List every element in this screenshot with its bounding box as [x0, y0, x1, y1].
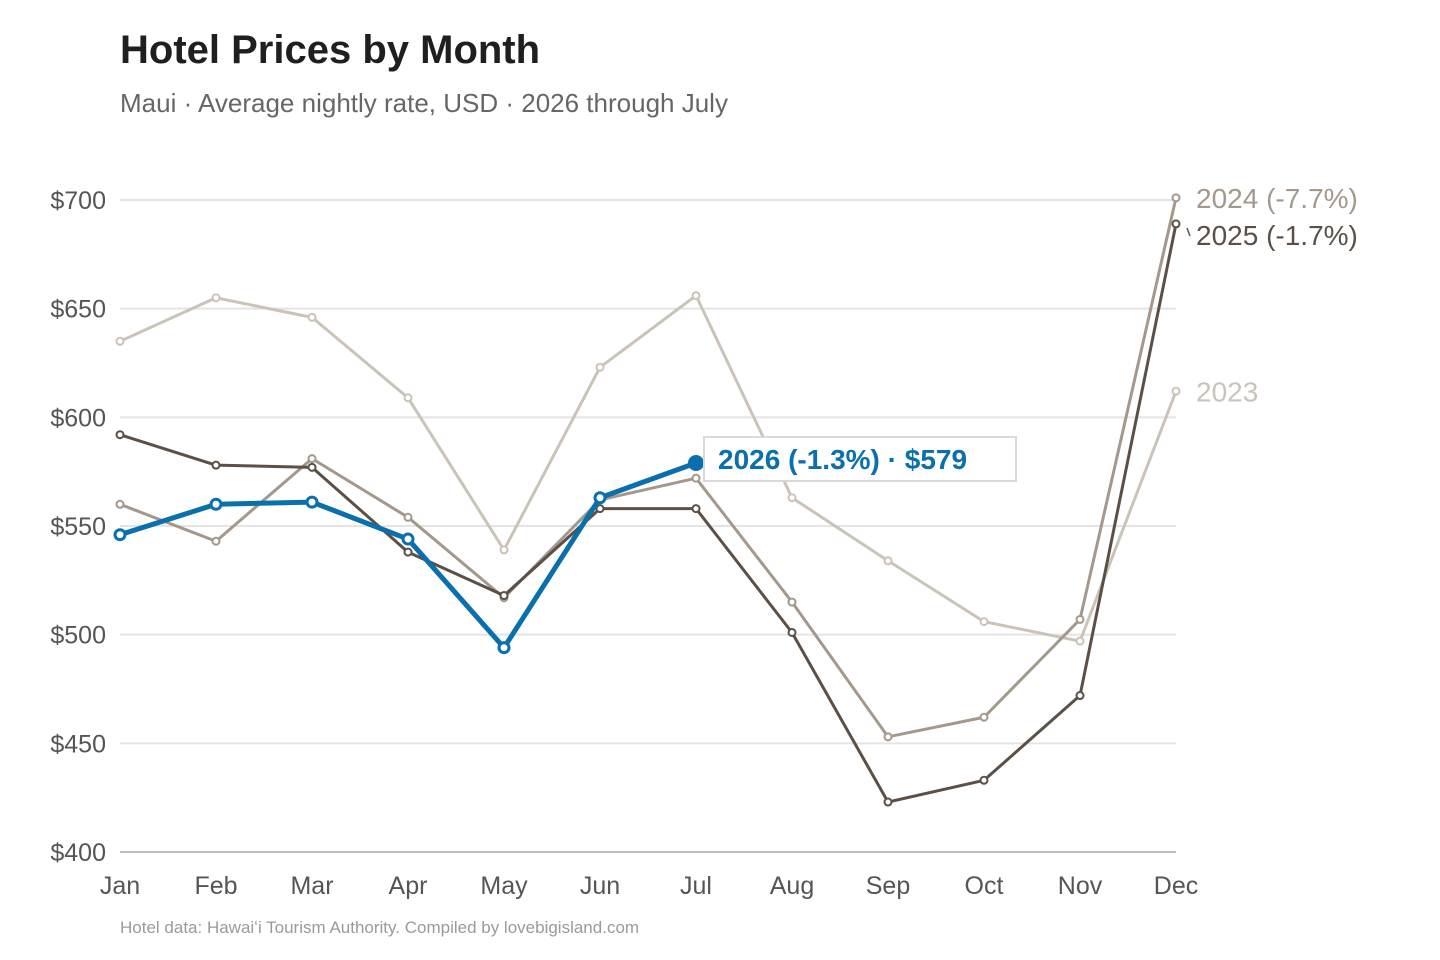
data-point-2026 [688, 454, 704, 471]
x-tick-label: Mar [290, 872, 333, 900]
data-point-2023 [1171, 386, 1181, 396]
x-tick-label: Jan [100, 872, 140, 900]
data-point-2025 [1075, 691, 1085, 701]
data-point-2026 [497, 641, 511, 655]
data-point-2024 [403, 512, 413, 522]
data-point-2025 [595, 504, 605, 514]
series-label-2025: 2025 (-1.7%) [1196, 220, 1358, 251]
data-point-2025 [307, 462, 317, 472]
data-point-2023 [979, 617, 989, 627]
x-tick-label: May [480, 872, 528, 900]
y-tick-label: $450 [50, 730, 106, 758]
series-line-2024 [118, 196, 1178, 739]
data-point-2024 [307, 454, 317, 464]
data-point-2024 [979, 712, 989, 722]
series-layer [113, 193, 1181, 807]
data-point-2024 [883, 732, 893, 742]
data-point-2023 [787, 493, 797, 503]
data-point-2025 [691, 504, 701, 514]
x-tick-label: Jun [580, 872, 620, 900]
x-tick-label: Aug [770, 872, 814, 900]
y-tick-label: $600 [50, 404, 106, 432]
data-point-2026 [305, 495, 319, 509]
series-line-2023 [118, 294, 1178, 643]
data-point-2026 [593, 491, 607, 505]
grid-layer [120, 199, 1176, 853]
y-tick-label: $500 [50, 622, 106, 650]
callout-box-2026 [703, 435, 1017, 482]
x-tick-label: Sep [866, 872, 910, 900]
source-note: Hotel data: Hawaiʻi Tourism Authority. C… [120, 918, 640, 937]
data-point-2025 [403, 547, 413, 557]
data-point-2023 [883, 556, 893, 566]
data-point-2024 [787, 597, 797, 607]
data-point-2026 [113, 528, 127, 542]
data-point-2024 [691, 473, 701, 483]
data-point-2024 [211, 536, 221, 546]
label-leader-2025 [1186, 227, 1191, 237]
data-point-2025 [787, 627, 797, 637]
axis-layer: $400 $450 $500 $550 $600 $650 $700 Jan Feb Mar Apr… [50, 187, 1198, 900]
y-tick-label: $650 [50, 296, 106, 324]
data-point-2024 [1075, 614, 1085, 624]
data-point-2025 [115, 430, 125, 440]
y-tick-label: $400 [50, 839, 106, 867]
x-tick-label: Feb [194, 872, 237, 900]
chart-title: Hotel Prices by Month [120, 28, 541, 72]
y-tick-label: $550 [50, 513, 106, 541]
data-point-2025 [211, 460, 221, 470]
data-point-2023 [115, 336, 125, 346]
series-label-2023: 2023 [1196, 376, 1258, 407]
data-point-2023 [307, 312, 317, 322]
data-point-2023 [1075, 636, 1085, 646]
label-layer: 2023 2024 (-7.7%) 2025 (-1.7%) 2026 (-1.3%)… [703, 183, 1358, 482]
data-point-2023 [595, 362, 605, 372]
data-point-2025 [499, 591, 509, 601]
data-point-2023 [499, 545, 509, 555]
x-tick-label: Oct [965, 872, 1004, 900]
series-line-2025 [118, 222, 1178, 804]
x-tick-label: Apr [389, 872, 428, 900]
chart-subtitle: Maui · Average nightly rate, USD · 2026 … [120, 88, 728, 118]
data-point-2024 [115, 499, 125, 509]
y-tick-label: $700 [50, 187, 106, 215]
data-point-2023 [403, 393, 413, 403]
data-point-2023 [211, 293, 221, 303]
data-point-2025 [1171, 219, 1181, 229]
data-point-2024 [1171, 193, 1181, 203]
data-point-2026 [401, 532, 415, 546]
data-point-2023 [691, 291, 701, 301]
x-tick-label: Nov [1058, 872, 1103, 900]
data-point-2026 [209, 497, 223, 511]
x-tick-label: Jul [680, 872, 712, 900]
series-label-2024: 2024 (-7.7%) [1196, 183, 1358, 214]
data-point-2025 [979, 775, 989, 785]
data-point-2025 [883, 797, 893, 807]
x-tick-label: Dec [1154, 872, 1198, 900]
series-label-2026: 2026 (-1.3%) · $579 [718, 444, 967, 475]
